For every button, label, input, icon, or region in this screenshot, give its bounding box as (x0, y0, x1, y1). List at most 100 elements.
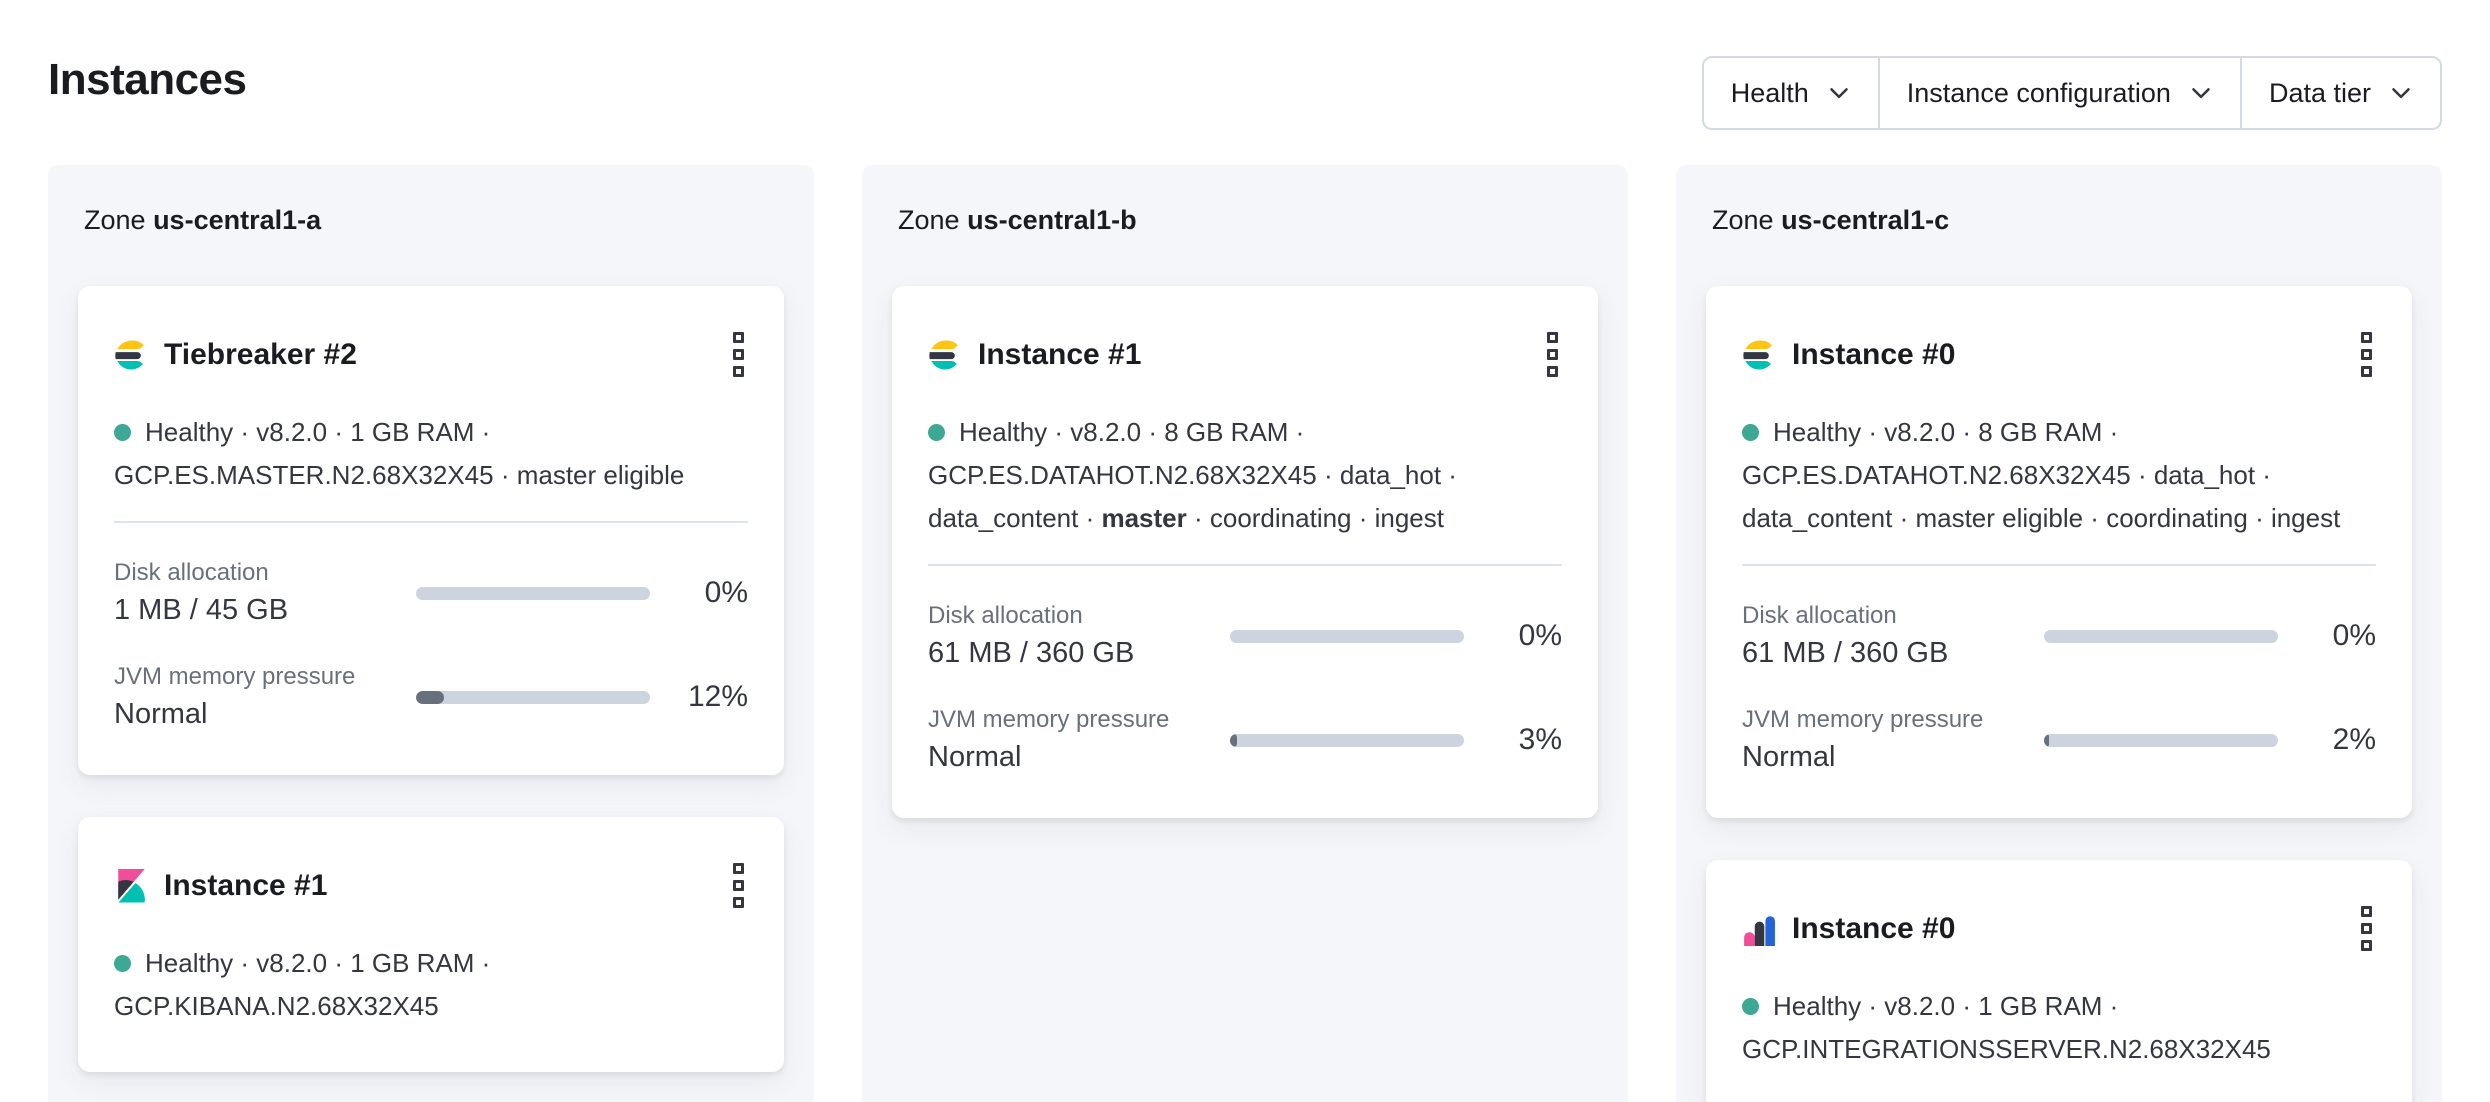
meta-line-3: data_content · master eligible · coordin… (1742, 503, 2341, 533)
instance-card: Instance #0 Healthy · v8.2.0 · 1 GB RAM … (1706, 860, 2412, 1102)
zone-name: us-central1-b (967, 205, 1137, 235)
elasticsearch-icon (1742, 338, 1776, 372)
disk-allocation-label: Disk allocation (114, 559, 269, 586)
disk-allocation-metric: Disk allocation 1 MB / 45 GB 0% (114, 559, 748, 627)
chevron-down-icon (2392, 88, 2410, 99)
instance-title[interactable]: Instance #0 (1792, 337, 1956, 371)
meta-line-1: Healthy · v8.2.0 · 1 GB RAM · (1742, 985, 2376, 1028)
health-status-text: Healthy · v8.2.0 · 1 GB RAM · (1773, 991, 2119, 1021)
zone-panel-us-central1-b: Zone us-central1-b Instance #1 Healthy ·… (862, 165, 1628, 1102)
jvm-pressure-label: JVM memory pressure (1742, 706, 1984, 733)
instance-menu-button[interactable] (2357, 324, 2376, 385)
filter-instance-configuration[interactable]: Instance configuration (1877, 58, 2240, 128)
zone-label: Zone us-central1-b (898, 205, 1598, 236)
zone-label: Zone us-central1-c (1712, 205, 2412, 236)
page-title: Instances (48, 55, 247, 104)
health-dot-icon (114, 424, 131, 441)
role-master: master (1101, 503, 1187, 533)
disk-percent: 0% (2332, 619, 2376, 652)
jvm-progressbar (416, 690, 650, 704)
meta-line-1: Healthy · v8.2.0 · 8 GB RAM · (1742, 411, 2376, 454)
filter-instance-configuration-label: Instance configuration (1906, 77, 2171, 108)
disk-allocation-value: 61 MB / 360 GB (1742, 637, 1949, 669)
zone-label-prefix: Zone (898, 205, 960, 235)
jvm-percent: 3% (1518, 723, 1562, 756)
disk-allocation-value: 1 MB / 45 GB (114, 594, 289, 626)
boxes-vertical-icon (2361, 906, 2372, 951)
boxes-vertical-icon (1547, 332, 1558, 377)
zone-label-prefix: Zone (84, 205, 146, 235)
meta-line-3: data_content · master · coordinating · i… (928, 503, 1444, 533)
jvm-pressure-metric: JVM memory pressure Normal 12% (114, 663, 748, 731)
instance-meta: Healthy · v8.2.0 · 8 GB RAM · GCP.ES.DAT… (1742, 411, 2376, 540)
instance-meta: Healthy · v8.2.0 · 1 GB RAM · GCP.ES.MAS… (114, 411, 748, 497)
disk-allocation-metric: Disk allocation 61 MB / 360 GB 0% (1742, 602, 2376, 670)
jvm-percent: 2% (2332, 723, 2376, 756)
health-status-text: Healthy · v8.2.0 · 1 GB RAM · (145, 948, 491, 978)
health-dot-icon (928, 424, 945, 441)
disk-percent: 0% (704, 576, 748, 609)
instance-title[interactable]: Instance #1 (164, 868, 328, 902)
meta-line-1: Healthy · v8.2.0 · 8 GB RAM · (928, 411, 1562, 454)
disk-percent: 0% (1518, 619, 1562, 652)
filter-group: Health Instance configuration Data tier (1701, 56, 2442, 130)
disk-allocation-metric: Disk allocation 61 MB / 360 GB 0% (928, 602, 1562, 670)
divider (928, 564, 1562, 566)
instance-title[interactable]: Tiebreaker #2 (164, 337, 357, 371)
disk-progressbar (1230, 629, 1464, 643)
elasticsearch-icon (114, 338, 148, 372)
instance-meta: Healthy · v8.2.0 · 1 GB RAM · GCP.KIBANA… (114, 942, 748, 1028)
health-dot-icon (1742, 424, 1759, 441)
boxes-vertical-icon (733, 863, 744, 908)
jvm-pressure-value: Normal (1742, 741, 1836, 773)
jvm-pressure-value: Normal (928, 741, 1022, 773)
health-dot-icon (114, 955, 131, 972)
filter-data-tier-label: Data tier (2268, 77, 2371, 108)
meta-line-2: GCP.INTEGRATIONSSERVER.N2.68X32X45 (1742, 1034, 2271, 1064)
kibana-icon (114, 868, 148, 903)
filter-data-tier[interactable]: Data tier (2239, 58, 2440, 128)
zone-label: Zone us-central1-a (84, 205, 784, 236)
meta-line-1: Healthy · v8.2.0 · 1 GB RAM · (114, 411, 748, 454)
disk-progressbar (416, 586, 650, 600)
meta-line-2: GCP.ES.DATAHOT.N2.68X32X45 · data_hot · (1742, 460, 2271, 490)
instance-meta: Healthy · v8.2.0 · 1 GB RAM · GCP.INTEGR… (1742, 985, 2376, 1071)
divider (1742, 564, 2376, 566)
divider (114, 521, 748, 523)
meta-line-2: GCP.ES.MASTER.N2.68X32X45 · master eligi… (114, 460, 685, 490)
jvm-pressure-label: JVM memory pressure (114, 663, 356, 690)
instance-meta: Healthy · v8.2.0 · 8 GB RAM · GCP.ES.DAT… (928, 411, 1562, 540)
jvm-pressure-value: Normal (114, 698, 208, 730)
jvm-progressbar (1230, 733, 1464, 747)
disk-allocation-label: Disk allocation (1742, 602, 1897, 629)
zones-grid: Zone us-central1-a Tiebreaker #2 Healthy… (48, 165, 2442, 1102)
instance-menu-button[interactable] (729, 324, 748, 385)
health-status-text: Healthy · v8.2.0 · 8 GB RAM · (959, 417, 1305, 447)
jvm-pressure-label: JVM memory pressure (928, 706, 1170, 733)
meta-line-2: GCP.KIBANA.N2.68X32X45 (114, 991, 439, 1021)
meta-line-1: Healthy · v8.2.0 · 1 GB RAM · (114, 942, 748, 985)
health-status-text: Healthy · v8.2.0 · 8 GB RAM · (1773, 417, 2119, 447)
boxes-vertical-icon (2361, 332, 2372, 377)
disk-allocation-label: Disk allocation (928, 602, 1083, 629)
instance-title[interactable]: Instance #1 (978, 337, 1142, 371)
health-dot-icon (1742, 998, 1759, 1015)
instance-card: Instance #1 Healthy · v8.2.0 · 8 GB RAM … (892, 286, 1598, 818)
instance-title[interactable]: Instance #0 (1792, 911, 1956, 945)
filter-health[interactable]: Health (1703, 58, 1878, 128)
instance-card: Tiebreaker #2 Healthy · v8.2.0 · 1 GB RA… (78, 286, 784, 775)
instance-menu-button[interactable] (1543, 324, 1562, 385)
jvm-progressbar (2044, 733, 2278, 747)
chevron-down-icon (2192, 88, 2210, 99)
disk-allocation-value: 61 MB / 360 GB (928, 637, 1135, 669)
integrations-server-icon (1742, 912, 1776, 946)
instance-menu-button[interactable] (2357, 898, 2376, 959)
instance-card: Instance #1 Healthy · v8.2.0 · 1 GB RAM … (78, 817, 784, 1072)
jvm-pressure-metric: JVM memory pressure Normal 3% (928, 706, 1562, 774)
zone-name: us-central1-c (1781, 205, 1950, 235)
meta-line-2: GCP.ES.DATAHOT.N2.68X32X45 · data_hot · (928, 460, 1457, 490)
health-status-text: Healthy · v8.2.0 · 1 GB RAM · (145, 417, 491, 447)
instance-menu-button[interactable] (729, 855, 748, 916)
zone-name: us-central1-a (153, 205, 322, 235)
